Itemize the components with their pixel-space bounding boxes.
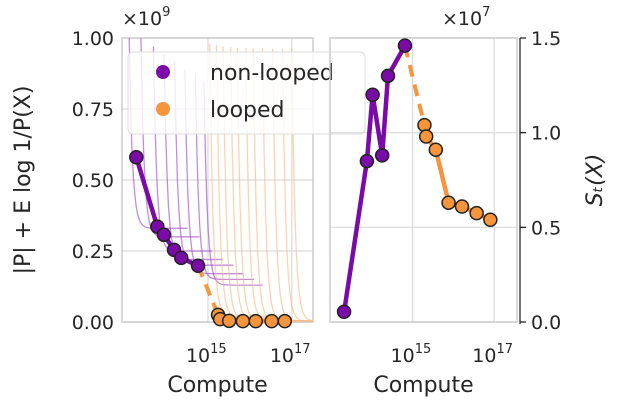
tick-base: 10 xyxy=(391,345,415,367)
data-point-non-looped xyxy=(365,87,380,103)
legend-box xyxy=(127,51,366,135)
data-point-looped xyxy=(469,205,484,221)
tick-exponent: 9 xyxy=(162,5,170,20)
tick-base: 10 xyxy=(472,345,496,367)
data-point-looped xyxy=(428,142,444,157)
data-point-non-looped xyxy=(156,227,172,243)
y-tick-label: 0.50 xyxy=(72,170,114,192)
tick-exponent: 17 xyxy=(294,342,311,357)
tick-exponent: 17 xyxy=(496,342,513,357)
y-axis-label: |P| + E log 1/P(X) xyxy=(11,86,36,275)
data-point-looped xyxy=(264,313,279,329)
y-tick-label: 1.00 xyxy=(72,28,114,50)
data-point-non-looped xyxy=(336,304,352,320)
data-point-looped xyxy=(483,212,498,228)
data-point-looped xyxy=(235,313,251,329)
data-point-non-looped xyxy=(374,148,390,163)
legend-marker-non-looped xyxy=(156,65,170,79)
run-curve xyxy=(194,74,254,281)
y-tick-label: 0.5 xyxy=(531,217,561,239)
x-axis-label: Compute xyxy=(167,373,267,398)
x-tick-label: 1017 xyxy=(270,342,311,367)
tick-base: 10 xyxy=(270,345,294,367)
tick-base: ×10 xyxy=(122,8,162,30)
dashed-connector xyxy=(403,45,427,126)
tick-base: 10 xyxy=(186,345,210,367)
dashed-connector xyxy=(196,265,220,316)
y-axis-label: Sₜ(X) xyxy=(583,154,608,207)
data-point-looped xyxy=(221,313,237,329)
data-point-non-looped xyxy=(380,68,396,84)
data-point-looped xyxy=(248,313,264,329)
tick-exponent: 15 xyxy=(415,342,432,357)
run-curve xyxy=(291,48,313,322)
y-tick-label: 0.00 xyxy=(72,312,114,334)
data-point-non-looped xyxy=(397,38,413,53)
legend: non-looped looped xyxy=(127,51,366,135)
x-axis-label: Compute xyxy=(373,373,473,398)
x-tick-label: 1015 xyxy=(186,342,227,367)
data-point-non-looped xyxy=(129,150,144,165)
data-point-non-looped xyxy=(359,153,375,169)
legend-label-non-looped: non-looped xyxy=(210,61,334,86)
legend-label-looped: looped xyxy=(210,98,285,123)
legend-marker-looped xyxy=(156,102,170,116)
y-multiplier: ×109 xyxy=(122,5,170,30)
y-tick-label: 0.75 xyxy=(72,99,114,121)
data-point-non-looped xyxy=(173,250,189,266)
y-tick-label: 0.25 xyxy=(72,241,114,263)
x-tick-label: 1015 xyxy=(391,342,432,367)
data-point-looped xyxy=(277,313,293,329)
data-point-non-looped xyxy=(190,258,206,274)
data-point-looped xyxy=(418,129,434,144)
tick-base: ×10 xyxy=(442,8,482,30)
y-tick-label: 0.0 xyxy=(531,312,561,334)
y-tick-label: 1.0 xyxy=(531,123,561,145)
x-tick-label: 1017 xyxy=(472,342,513,367)
y-multiplier: ×107 xyxy=(442,5,490,30)
tick-exponent: 7 xyxy=(482,5,490,20)
data-point-looped xyxy=(441,195,456,210)
data-point-looped xyxy=(454,199,470,214)
axes-frame xyxy=(329,37,518,323)
y-tick-label: 1.5 xyxy=(531,28,561,50)
tick-exponent: 15 xyxy=(210,342,227,357)
panel-1: 1015 10170.000.250.500.751.00×109Compute|… xyxy=(11,5,366,398)
